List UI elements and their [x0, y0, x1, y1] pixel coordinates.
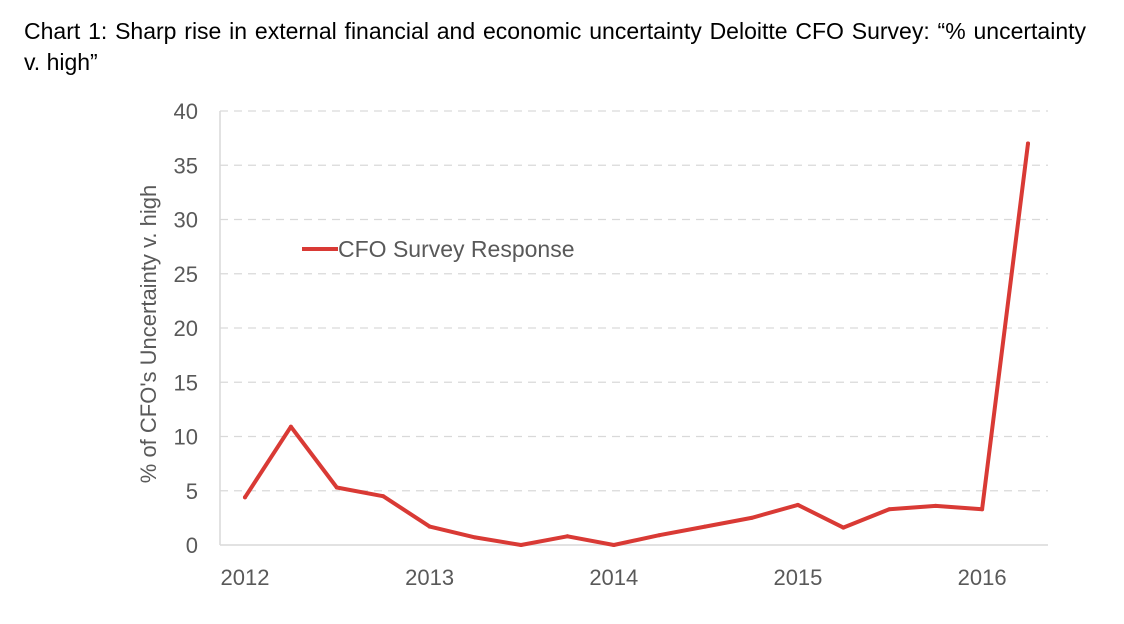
gridlines — [220, 110, 1048, 492]
x-tick-label: 2016 — [958, 565, 1007, 590]
data-point — [980, 507, 985, 512]
y-tick-label: 0 — [186, 533, 198, 558]
data-point — [887, 507, 892, 512]
series-group — [243, 141, 1030, 547]
y-tick-label: 20 — [174, 316, 198, 341]
data-point — [427, 524, 432, 529]
x-tick-label: 2015 — [773, 565, 822, 590]
y-tick-label: 40 — [174, 99, 198, 124]
y-tick-label: 30 — [174, 208, 198, 233]
data-point — [381, 494, 386, 499]
y-tick-label: 5 — [186, 479, 198, 504]
x-tick-label: 2013 — [405, 565, 454, 590]
data-point — [611, 543, 616, 547]
x-tick-label: 2012 — [221, 565, 270, 590]
y-tick-label: 25 — [174, 262, 198, 287]
y-tick-labels: 0 5 10 15 20 25 30 35 40 — [174, 99, 198, 558]
data-point — [841, 525, 846, 530]
data-point — [795, 502, 800, 507]
y-tick-label: 15 — [174, 370, 198, 395]
data-point — [519, 543, 523, 547]
y-axis-title: % of CFO's Uncertainty v. high — [136, 185, 161, 483]
data-point — [243, 495, 247, 500]
data-point — [933, 503, 938, 508]
x-tick-labels: 2012 2013 2014 2015 2016 — [221, 565, 1007, 590]
data-point — [473, 535, 478, 540]
legend-label: CFO Survey Response — [338, 236, 574, 262]
data-point — [565, 534, 570, 539]
y-tick-label: 35 — [174, 153, 198, 178]
legend: CFO Survey Response — [302, 236, 574, 262]
series-line — [243, 141, 1030, 547]
data-point — [1026, 141, 1030, 146]
chart-title: Chart 1: Sharp rise in external financia… — [24, 18, 1086, 75]
y-tick-label: 10 — [174, 425, 198, 450]
data-point — [657, 533, 662, 538]
data-point — [749, 515, 754, 520]
data-point — [334, 485, 339, 490]
x-tick-label: 2014 — [589, 565, 638, 590]
data-point — [288, 424, 293, 429]
data-point — [703, 524, 708, 529]
